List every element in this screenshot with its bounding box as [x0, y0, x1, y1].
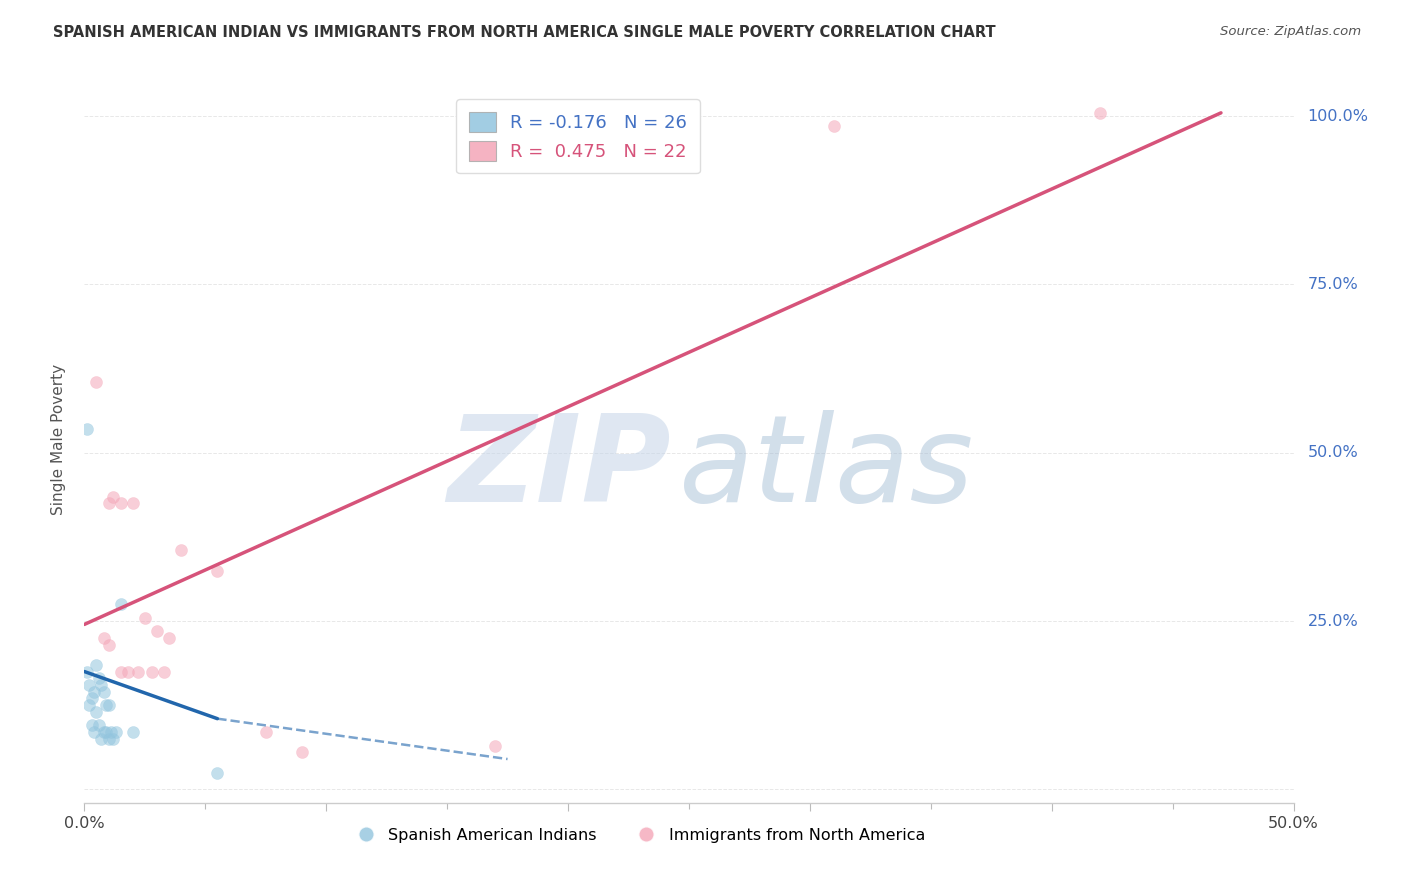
Text: Source: ZipAtlas.com: Source: ZipAtlas.com: [1220, 25, 1361, 38]
Point: [103, 490, 125, 504]
Point: [77, 678, 100, 692]
Point: [823, 120, 845, 134]
Point: [484, 739, 506, 753]
Point: [80, 718, 103, 732]
Point: [76, 665, 98, 679]
Point: [146, 624, 169, 639]
Point: [93, 725, 115, 739]
Point: [93, 631, 115, 645]
Point: [207, 564, 229, 578]
Point: [97, 698, 120, 713]
Point: [127, 665, 149, 679]
Point: [97, 731, 120, 746]
Point: [117, 665, 139, 679]
Point: [157, 631, 180, 645]
Point: [207, 765, 229, 780]
Text: ZIP: ZIP: [447, 410, 671, 527]
Point: [254, 725, 277, 739]
Point: [1088, 106, 1111, 120]
Point: [134, 610, 156, 624]
Point: [80, 691, 103, 706]
Point: [110, 496, 132, 510]
Point: [121, 496, 143, 510]
Text: 100.0%: 100.0%: [1308, 109, 1368, 124]
Point: [121, 725, 143, 739]
Text: 75.0%: 75.0%: [1308, 277, 1358, 292]
Point: [94, 725, 117, 739]
Point: [104, 725, 127, 739]
Text: 25.0%: 25.0%: [1308, 614, 1358, 629]
Point: [76, 422, 98, 436]
Point: [291, 745, 314, 759]
Point: [97, 638, 120, 652]
Point: [110, 597, 132, 611]
Point: [83, 725, 105, 739]
Point: [97, 496, 120, 510]
Text: SPANISH AMERICAN INDIAN VS IMMIGRANTS FROM NORTH AMERICA SINGLE MALE POVERTY COR: SPANISH AMERICAN INDIAN VS IMMIGRANTS FR…: [53, 25, 995, 40]
Text: atlas: atlas: [679, 410, 974, 527]
Point: [90, 731, 112, 746]
Point: [86, 657, 108, 672]
Point: [87, 718, 110, 732]
Point: [86, 705, 108, 719]
Point: [90, 678, 112, 692]
Y-axis label: Single Male Poverty: Single Male Poverty: [51, 364, 66, 515]
Point: [94, 698, 117, 713]
Text: 50.0%: 50.0%: [1308, 445, 1358, 460]
Point: [83, 684, 105, 698]
Point: [86, 375, 108, 389]
Point: [93, 684, 115, 698]
Point: [103, 731, 125, 746]
Point: [77, 698, 100, 713]
Legend: Spanish American Indians, Immigrants from North America: Spanish American Indians, Immigrants fro…: [350, 821, 931, 849]
Point: [141, 665, 163, 679]
Point: [153, 665, 176, 679]
Point: [110, 665, 132, 679]
Point: [100, 725, 122, 739]
Point: [170, 543, 193, 558]
Point: [87, 671, 110, 685]
